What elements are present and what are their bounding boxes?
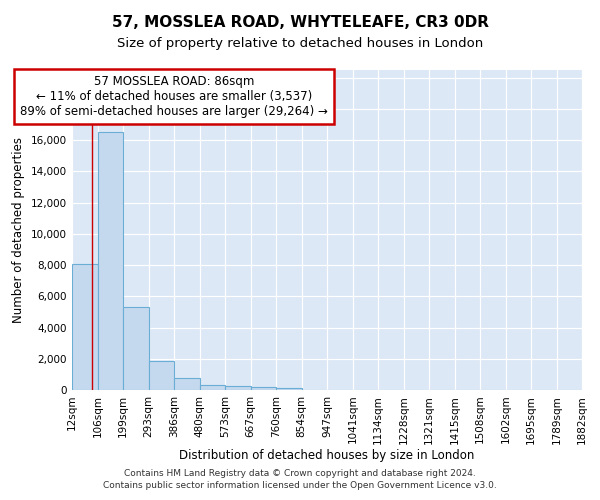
Bar (98, 132, 123, 390)
Text: 57 MOSSLEA ROAD: 86sqm
← 11% of detached houses are smaller (3,537)
89% of semi-: 57 MOSSLEA ROAD: 86sqm ← 11% of detached… (20, 75, 328, 118)
X-axis label: Distribution of detached houses by size in London: Distribution of detached houses by size … (179, 449, 475, 462)
Bar (225, 386, 251, 390)
Bar (149, 361, 174, 390)
Bar (251, 387, 276, 390)
Bar (174, 378, 200, 390)
Bar (123, 308, 149, 390)
Text: Contains HM Land Registry data © Crown copyright and database right 2024.
Contai: Contains HM Land Registry data © Crown c… (103, 468, 497, 490)
Bar (200, 385, 225, 390)
Y-axis label: Number of detached properties: Number of detached properties (13, 137, 25, 323)
Text: Size of property relative to detached houses in London: Size of property relative to detached ho… (117, 38, 483, 51)
Bar (276, 388, 302, 390)
Bar (72, 264, 98, 390)
Text: 57, MOSSLEA ROAD, WHYTELEAFE, CR3 0DR: 57, MOSSLEA ROAD, WHYTELEAFE, CR3 0DR (112, 15, 488, 30)
